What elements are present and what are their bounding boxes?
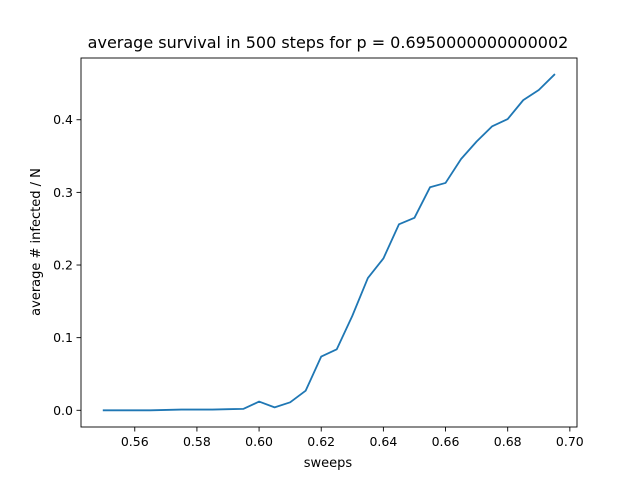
y-axis-label: average # infected / N: [29, 168, 44, 316]
x-axis-label: sweeps: [304, 456, 353, 471]
plot-layer: 0.56 0.58 0.60 0.62 0.64 0.66 0.68 0.70 0.0 0.1 0.…: [53, 57, 584, 449]
plot-frame: [80, 57, 578, 428]
x-tick-label: 0.70: [556, 434, 584, 449]
x-tick-label: 0.66: [432, 434, 460, 449]
series-line-0: [102, 73, 556, 412]
y-tick-label: 0.2: [53, 258, 73, 273]
y-tick-label: 0.4: [53, 112, 73, 127]
x-tick-label: 0.60: [245, 434, 273, 449]
chart-title: average survival in 500 steps for p = 0.…: [88, 33, 569, 52]
x-tick-label: 0.58: [183, 434, 211, 449]
y-tick-label: 0.3: [53, 185, 73, 200]
x-tick-label: 0.56: [121, 434, 149, 449]
y-tick-label: 0.1: [53, 330, 73, 345]
x-tick-label: 0.64: [369, 434, 397, 449]
x-tick-label: 0.68: [494, 434, 522, 449]
x-tick-label: 0.62: [307, 434, 335, 449]
y-tick-label: 0.0: [53, 403, 73, 418]
